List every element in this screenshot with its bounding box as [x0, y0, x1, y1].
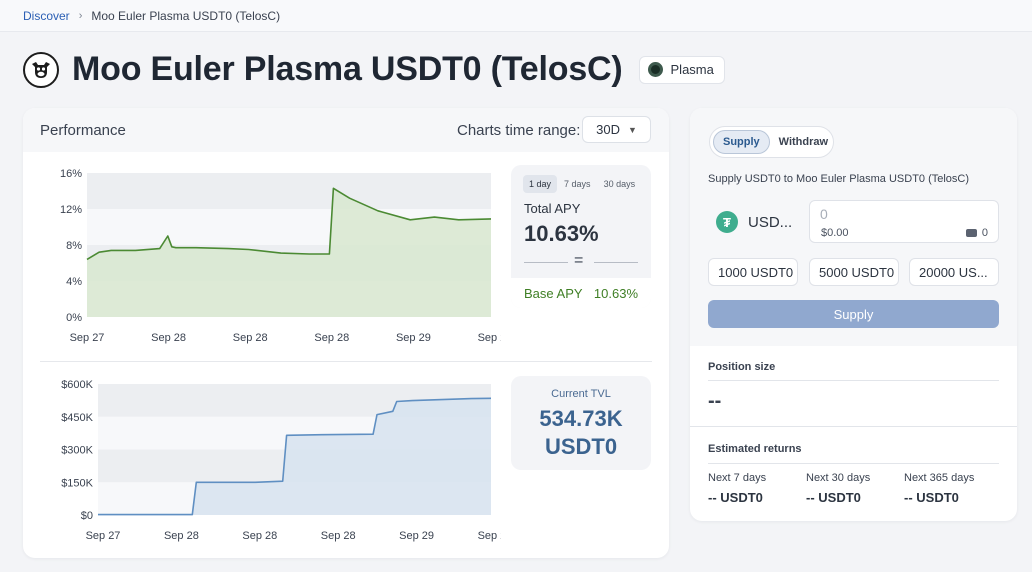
apy-panel: 1 day 7 days 30 days Total APY 10.63% = …	[511, 165, 651, 308]
apy-chart-y-tick-label: 16%	[60, 168, 82, 180]
chevron-right-icon: ›	[78, 9, 83, 22]
supply-withdraw-toggle: Supply Withdraw	[709, 126, 834, 158]
base-apy-value: 10.63%	[593, 286, 638, 301]
apy-chart-x-tick-label: Sep 28	[314, 332, 349, 344]
tvl-chart-x-tick-label: Sep 28	[321, 530, 356, 542]
apy-chart-y-tick-label: 4%	[66, 276, 82, 288]
tab-supply[interactable]: Supply	[713, 130, 770, 154]
position-size-value: --	[708, 390, 722, 412]
position-size-title: Position size	[708, 361, 776, 373]
chevron-down-icon: ▼	[627, 124, 637, 135]
equals-line-left	[524, 262, 568, 263]
returns-divider	[708, 463, 999, 464]
plasma-chain-icon	[647, 62, 663, 77]
return-30-days: Next 30 days -- USDT0	[806, 472, 870, 505]
tvl-chart-y-tick-label: $0	[81, 510, 93, 522]
current-tvl-label: Current TVL	[551, 388, 611, 400]
performance-header: Performance Charts time range: 30D ▼	[23, 108, 669, 152]
apy-chart-x-tick-label: Sep 28	[151, 332, 186, 344]
base-apy-label: Base APY	[524, 286, 583, 301]
time-range-select[interactable]: 30D ▼	[582, 116, 651, 143]
apy-chart-series-line	[86, 187, 492, 261]
total-apy-value: 10.63%	[524, 221, 599, 246]
breadcrumb-current: Moo Euler Plasma USDT0 (TelosC)	[91, 8, 281, 23]
chart-divider	[40, 361, 652, 362]
return-label: Next 7 days	[708, 472, 767, 484]
tab-1-day[interactable]: 1 day	[523, 175, 558, 193]
apy-chart-grid-band	[87, 173, 491, 209]
tab-30-days[interactable]: 30 days	[603, 179, 636, 189]
apy-chart-area	[87, 188, 491, 317]
wallet-icon	[965, 229, 977, 237]
performance-card: Performance Charts time range: 30D ▼ 0% 4…	[23, 108, 669, 558]
apy-chart-x-tick-label: Sep 28	[233, 332, 268, 344]
tvl-chart-x-tick-label: Sep 28	[242, 530, 277, 542]
amount-input[interactable]	[820, 206, 990, 222]
wallet-balance[interactable]: 0	[965, 227, 988, 239]
current-tvl-value: 534.73K USDT0	[511, 405, 651, 461]
base-apy-row: Base APY 10.63%	[511, 278, 651, 308]
return-7-days: Next 7 days -- USDT0	[708, 472, 766, 505]
tvl-panel: Current TVL 534.73K USDT0	[511, 376, 651, 470]
wallet-balance-value: 0	[981, 227, 988, 239]
amount-usd-value: $0.00	[821, 227, 849, 239]
apy-chart: 0% 4% 8% 12% 16% Sep 27 Sep 28 Sep 28 Sep 28 Sep …	[60, 168, 501, 344]
title-row: Moo Euler Plasma USDT0 (TelosC) Plasma	[23, 50, 725, 89]
equals-line-right	[594, 262, 638, 263]
apy-chart-y-tick-label: 12%	[60, 204, 82, 216]
tvl-chart: $0 $150K $300K $450K $600K Sep 27 Sep 28 Sep 28…	[61, 379, 501, 542]
cow-logo-icon	[23, 51, 59, 88]
token-symbol: USD...	[748, 213, 793, 231]
time-range-label: Charts time range:	[457, 122, 581, 139]
apy-timeframe-tabs: 1 day 7 days 30 days	[523, 175, 642, 193]
breadcrumb: Discover › Moo Euler Plasma USDT0 (Telos…	[0, 0, 1032, 32]
tab-withdraw[interactable]: Withdraw	[778, 136, 829, 148]
apy-chart-y-tick-label: 0%	[66, 312, 82, 324]
amount-box: $0.00 0	[809, 200, 999, 243]
supply-button[interactable]: Supply	[708, 300, 999, 328]
time-range-value: 30D	[596, 122, 620, 137]
return-value: -- USDT0	[708, 490, 763, 505]
token-selector[interactable]: ₮ USD...	[716, 211, 792, 233]
chain-badge: Plasma	[638, 55, 725, 84]
tvl-chart-y-tick-label: $150K	[61, 477, 93, 489]
tvl-chart-x-tick-label: Sep 29	[478, 530, 501, 542]
tvl-chart-x-tick-label: Sep 28	[164, 530, 199, 542]
total-apy-label: Total APY	[524, 201, 581, 216]
tvl-chart-series-line	[98, 397, 492, 516]
tvl-unit: USDT0	[544, 434, 618, 459]
quick-amount-1000-button[interactable]: 1000 USDT0	[708, 258, 798, 286]
position-divider	[708, 380, 999, 381]
apy-chart-y-tick-label: 8%	[66, 240, 82, 252]
return-label: Next 365 days	[904, 472, 975, 484]
quick-amount-5000-button[interactable]: 5000 USDT0	[809, 258, 899, 286]
apy-chart-x-tick-label: Sep 29	[478, 332, 501, 344]
return-value: -- USDT0	[806, 490, 861, 505]
tvl-chart-y-tick-label: $450K	[61, 412, 93, 424]
tvl-chart-x-tick-label: Sep 29	[399, 530, 434, 542]
estimated-returns-title: Estimated returns	[708, 443, 802, 455]
tvl-chart-y-tick-label: $600K	[61, 379, 93, 391]
tether-icon: ₮	[716, 211, 738, 233]
equals-sign: =	[574, 252, 584, 269]
return-365-days: Next 365 days -- USDT0	[904, 472, 974, 505]
performance-title: Performance	[40, 122, 126, 139]
tvl-amount: 534.73K	[539, 406, 623, 431]
supply-description: Supply USDT0 to Moo Euler Plasma USDT0 (…	[708, 173, 970, 185]
page-title: Moo Euler Plasma USDT0 (TelosC)	[72, 50, 623, 88]
supply-section: Supply Withdraw Supply USDT0 to Moo Eule…	[690, 108, 1017, 346]
tvl-chart-x-tick-label: Sep 27	[86, 530, 121, 542]
return-label: Next 30 days	[806, 472, 871, 484]
tvl-chart-y-tick-label: $300K	[61, 445, 93, 457]
quick-amount-20000-button[interactable]: 20000 US...	[909, 258, 999, 286]
tab-7-days[interactable]: 7 days	[564, 179, 591, 189]
return-value: -- USDT0	[904, 490, 959, 505]
apy-chart-x-tick-label: Sep 29	[396, 332, 431, 344]
chain-name: Plasma	[670, 62, 714, 77]
apy-chart-x-tick-label: Sep 27	[70, 332, 105, 344]
supply-card: Supply Withdraw Supply USDT0 to Moo Eule…	[690, 108, 1017, 521]
breadcrumb-discover-link[interactable]: Discover	[23, 8, 70, 23]
section-divider	[690, 426, 1017, 427]
